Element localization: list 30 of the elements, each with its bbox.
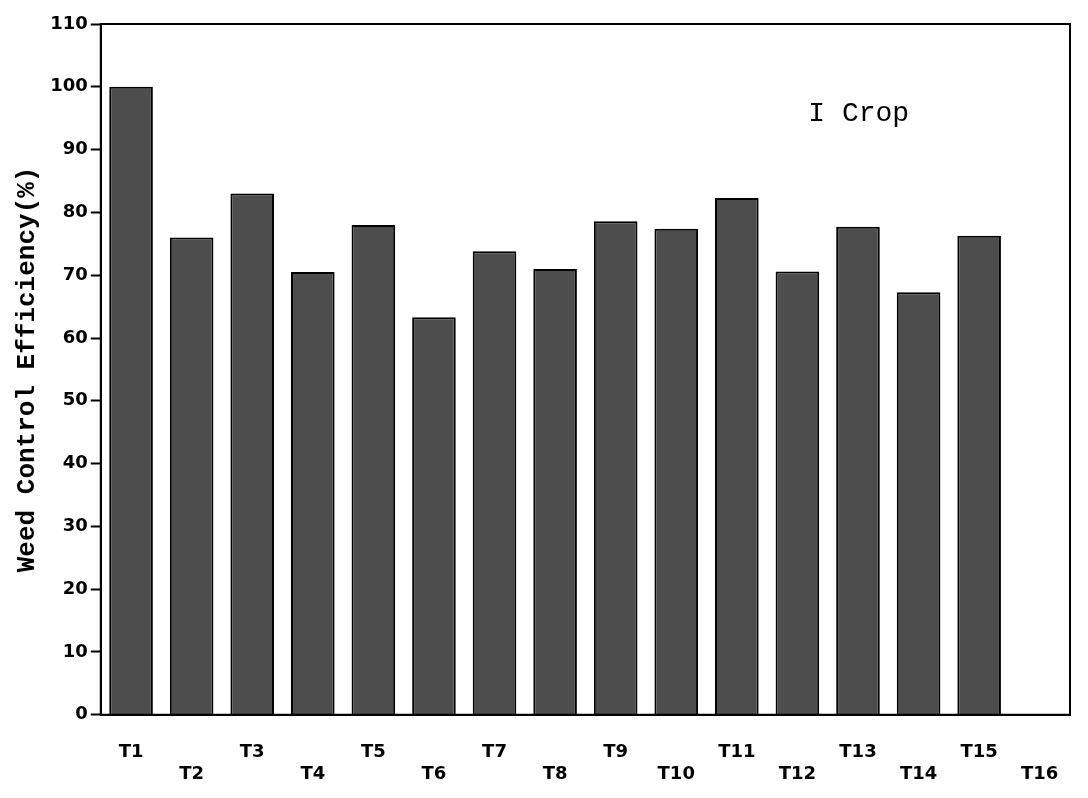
x-tick-label: T9 bbox=[603, 740, 629, 762]
y-tick-label: 50 bbox=[62, 388, 88, 410]
y-tick-label: 80 bbox=[62, 200, 88, 222]
y-tick-label: 70 bbox=[62, 262, 88, 284]
x-tick-label: T15 bbox=[960, 740, 998, 762]
x-tick-label: T14 bbox=[899, 761, 938, 783]
y-tick-label: 110 bbox=[50, 11, 88, 33]
y-tick-label: 0 bbox=[75, 702, 88, 724]
y-tick-label: 90 bbox=[62, 137, 88, 159]
y-tick-label: 60 bbox=[62, 325, 88, 347]
x-tick-label: T11 bbox=[718, 740, 756, 762]
y-tick-label: 10 bbox=[62, 639, 88, 661]
x-tick-label: T1 bbox=[118, 740, 144, 762]
y-tick-label: 20 bbox=[62, 576, 88, 598]
x-tick-label: T13 bbox=[839, 740, 877, 762]
x-tick-label: T16 bbox=[1021, 761, 1059, 783]
x-tick-label: T2 bbox=[179, 761, 205, 783]
y-axis-title: Weed Control Efficiency(%) bbox=[12, 166, 43, 573]
x-tick-label: T6 bbox=[421, 761, 447, 783]
y-tick-label: 30 bbox=[62, 514, 88, 536]
x-tick-label: T8 bbox=[542, 761, 568, 783]
y-tick-label: 100 bbox=[50, 74, 88, 96]
x-tick-label: T7 bbox=[482, 740, 507, 762]
annotation: I Crop bbox=[808, 98, 910, 130]
x-tick-label: T10 bbox=[657, 761, 695, 783]
x-tick-label: T4 bbox=[300, 761, 326, 783]
x-tick-label: T5 bbox=[360, 740, 386, 762]
x-tick-label: T12 bbox=[778, 761, 817, 783]
x-tick-label: T3 bbox=[239, 740, 265, 762]
y-tick-label: 40 bbox=[62, 451, 88, 473]
